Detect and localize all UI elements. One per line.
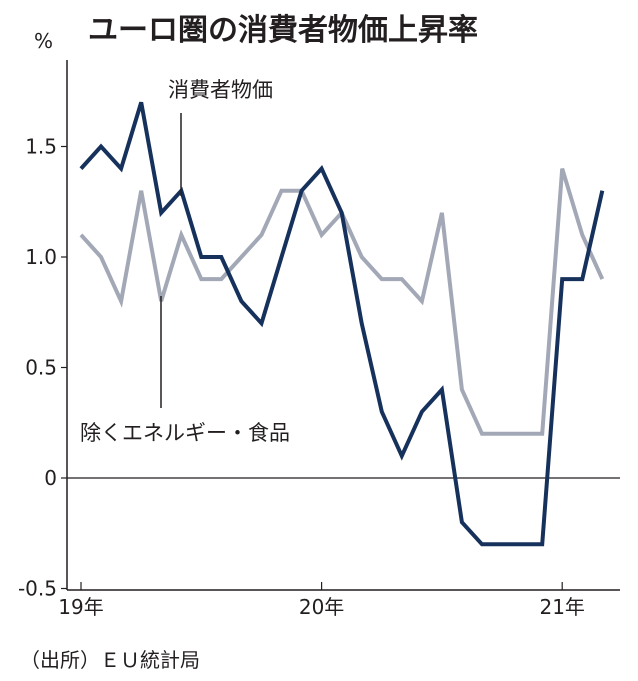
x-axis-ticks: 19年 20年 21年 [58,582,585,619]
x-tick-label: 19年 [58,595,103,619]
y-tick-label: 1.0 [25,245,57,269]
y-axis-ticks: 1.5 1.0 0.5 0 -0.5 [18,135,67,601]
y-tick-label: 0 [44,466,57,490]
source-note: （出所）ＥＵ統計局 [20,648,200,672]
y-tick-label: -0.5 [18,577,57,601]
x-tick-label: 20年 [299,595,344,619]
y-tick-label: 1.5 [25,135,57,159]
series-lines [79,101,605,547]
y-tick-label: 0.5 [25,356,57,380]
chart-title: ユーロ圏の消費者物価上昇率 [88,13,478,48]
series-label-core: 除くエネルギー・食品 [80,421,290,445]
series-label-cpi: 消費者物価 [168,78,273,102]
axes [66,60,620,591]
y-axis-unit: % [34,29,53,53]
x-tick-label: 21年 [539,595,584,619]
series-line-cpi [79,101,605,547]
